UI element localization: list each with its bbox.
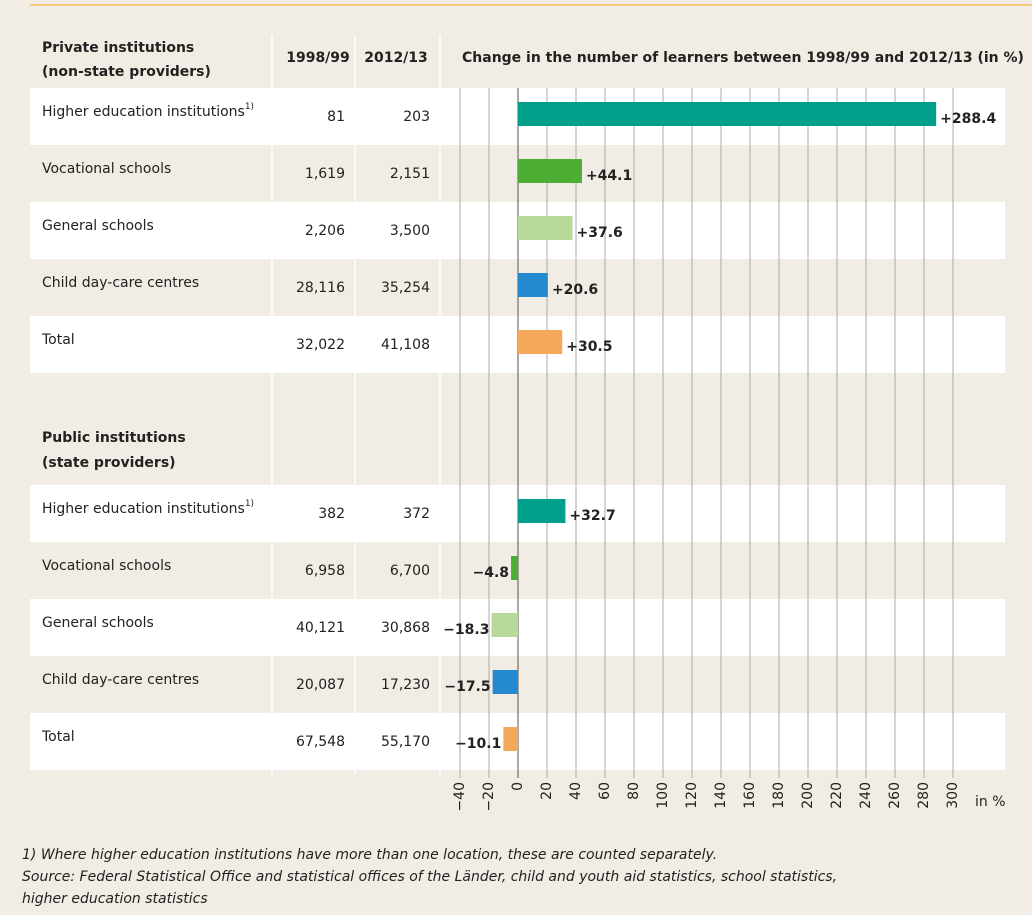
x-tick-label: 220 bbox=[829, 782, 845, 809]
row-label: Vocational schools bbox=[42, 161, 171, 177]
cell: 67,548 bbox=[296, 734, 345, 750]
footnote: Source: Federal Statistical Office and s… bbox=[22, 869, 837, 885]
footnote: higher education statistics bbox=[22, 891, 208, 907]
bar bbox=[518, 216, 573, 240]
label-text: Total bbox=[41, 332, 75, 348]
bar bbox=[503, 727, 518, 751]
group-title: Private institutions bbox=[42, 40, 194, 56]
value-label: +44.1 bbox=[586, 168, 632, 184]
x-tick-label: 200 bbox=[800, 782, 816, 809]
column-header: 1998/99 bbox=[286, 50, 350, 66]
cell: 6,958 bbox=[305, 563, 345, 579]
value-label: +20.6 bbox=[552, 282, 598, 298]
label-text: Total bbox=[41, 729, 75, 745]
cell: 55,170 bbox=[381, 734, 430, 750]
row-label: Total bbox=[41, 729, 75, 745]
x-tick-label: 20 bbox=[539, 782, 555, 800]
label-text: General schools bbox=[42, 615, 154, 631]
label-text: Child day-care centres bbox=[42, 672, 199, 688]
cell: 20,087 bbox=[296, 677, 345, 693]
x-tick-label: 280 bbox=[916, 782, 932, 809]
group-title: Public institutions bbox=[42, 430, 186, 446]
row-label: General schools bbox=[42, 615, 154, 631]
x-tick-label: 80 bbox=[626, 782, 642, 800]
cell: 2,206 bbox=[305, 223, 345, 239]
x-tick-label: 140 bbox=[713, 782, 729, 809]
x-tick-label: 240 bbox=[858, 782, 874, 809]
bar bbox=[492, 670, 518, 694]
cell: 1,619 bbox=[305, 166, 345, 182]
x-tick-label: 100 bbox=[655, 782, 671, 809]
x-axis-label: in % bbox=[975, 794, 1006, 810]
value-label: +30.5 bbox=[566, 339, 612, 355]
cell: 17,230 bbox=[381, 677, 430, 693]
x-tick-label: 120 bbox=[684, 782, 700, 809]
value-label: +32.7 bbox=[569, 508, 615, 524]
cell: 81 bbox=[327, 109, 345, 125]
x-tick-label: 180 bbox=[771, 782, 787, 809]
value-label: +37.6 bbox=[577, 225, 623, 241]
x-tick-label: 300 bbox=[945, 782, 961, 809]
bar bbox=[518, 499, 566, 523]
label-text: Higher education institutions bbox=[42, 501, 245, 517]
cell: 6,700 bbox=[390, 563, 430, 579]
cell: 28,116 bbox=[296, 280, 345, 296]
x-tick-label: −40 bbox=[452, 782, 468, 812]
bar bbox=[518, 159, 582, 183]
cell: 32,022 bbox=[296, 337, 345, 353]
row-label: Higher education institutions1) bbox=[42, 499, 254, 518]
row-label: Child day-care centres bbox=[42, 275, 199, 291]
label-text: Higher education institutions bbox=[42, 104, 245, 120]
value-label: −17.5 bbox=[444, 679, 490, 695]
chart-title: Change in the number of learners between… bbox=[462, 50, 1024, 66]
bar bbox=[518, 273, 548, 297]
value-label: −10.1 bbox=[455, 736, 501, 752]
row-label: Higher education institutions1) bbox=[42, 102, 254, 121]
cell: 41,108 bbox=[381, 337, 430, 353]
column-separators bbox=[271, 35, 441, 775]
bar bbox=[518, 330, 563, 354]
bar bbox=[491, 613, 518, 637]
x-tick-label: 60 bbox=[597, 782, 613, 800]
group-title: (non-state providers) bbox=[42, 64, 211, 80]
x-tick-label: −20 bbox=[481, 782, 497, 812]
x-tick-label: 160 bbox=[742, 782, 758, 809]
footnote-mark: 1) bbox=[245, 102, 254, 112]
label-text: Child day-care centres bbox=[42, 275, 199, 291]
column-header: 2012/13 bbox=[364, 50, 428, 66]
cell: 382 bbox=[318, 506, 345, 522]
cell: 2,151 bbox=[390, 166, 430, 182]
label-text: Vocational schools bbox=[42, 558, 171, 574]
label-text: General schools bbox=[42, 218, 154, 234]
value-label: −18.3 bbox=[443, 622, 489, 638]
row-label: General schools bbox=[42, 218, 154, 234]
bar bbox=[511, 556, 518, 580]
row-label: Vocational schools bbox=[42, 558, 171, 574]
x-tick-label: 0 bbox=[510, 782, 526, 791]
cell: 3,500 bbox=[390, 223, 430, 239]
cell: 203 bbox=[403, 109, 430, 125]
cell: 35,254 bbox=[381, 280, 430, 296]
bar bbox=[518, 102, 937, 126]
value-label: +288.4 bbox=[940, 111, 996, 127]
row-label: Total bbox=[41, 332, 75, 348]
cell: 30,868 bbox=[381, 620, 430, 636]
label-text: Vocational schools bbox=[42, 161, 171, 177]
x-tick-label: 260 bbox=[887, 782, 903, 809]
row-label: Child day-care centres bbox=[42, 672, 199, 688]
footnote: 1) Where higher education institutions h… bbox=[22, 847, 717, 863]
value-label: −4.8 bbox=[473, 565, 510, 581]
group-title: (state providers) bbox=[42, 455, 176, 471]
cell: 40,121 bbox=[296, 620, 345, 636]
x-tick-label: 40 bbox=[568, 782, 584, 800]
cell: 372 bbox=[403, 506, 430, 522]
footnote-mark: 1) bbox=[245, 499, 254, 509]
